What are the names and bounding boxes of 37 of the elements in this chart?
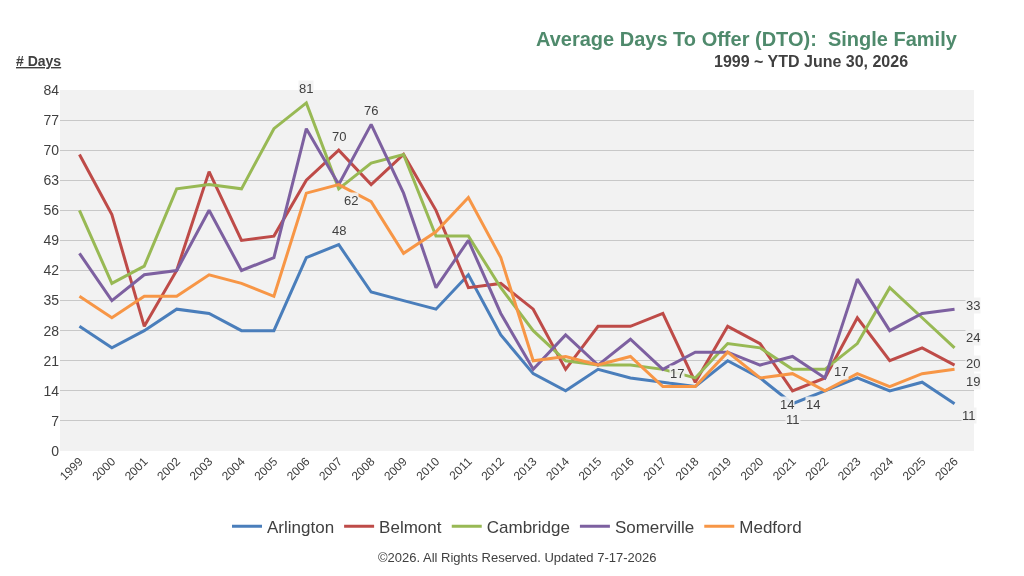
y-tick-label: 42 bbox=[43, 262, 60, 279]
data-label: 14 bbox=[806, 397, 821, 412]
data-label: 19 bbox=[966, 374, 981, 389]
data-label: 11 bbox=[962, 408, 976, 423]
data-label: 17 bbox=[834, 364, 849, 379]
y-tick-label: 21 bbox=[43, 352, 60, 369]
y-tick-label: 28 bbox=[43, 322, 60, 339]
legend-label: Cambridge bbox=[486, 517, 570, 537]
y-tick-label: 35 bbox=[43, 292, 60, 309]
y-tick-label: 70 bbox=[43, 142, 60, 159]
data-label: 62 bbox=[344, 193, 359, 208]
legend-label: Medford bbox=[739, 517, 802, 537]
y-tick-label: 7 bbox=[51, 412, 60, 429]
y-tick-label: 77 bbox=[43, 111, 60, 128]
y-tick-label: 14 bbox=[43, 382, 60, 399]
data-label: 20 bbox=[966, 356, 981, 371]
chart-title: Average Days To Offer (DTO): Single Family bbox=[536, 28, 958, 50]
data-label: 24 bbox=[966, 330, 981, 345]
y-axis-title: # Days bbox=[16, 53, 62, 69]
y-tick-label: 84 bbox=[43, 81, 60, 98]
y-tick-label: 49 bbox=[43, 232, 60, 249]
data-label: 33 bbox=[966, 298, 981, 313]
y-tick-label: 0 bbox=[51, 442, 60, 459]
data-label: 48 bbox=[332, 223, 347, 238]
legend-label: Arlington bbox=[267, 517, 335, 537]
data-label: 76 bbox=[364, 103, 379, 118]
y-tick-label: 63 bbox=[43, 172, 60, 189]
data-label: 11 bbox=[786, 412, 800, 427]
text: ©2026. All Rights Reserved. Updated 7-17-2026 bbox=[378, 550, 657, 565]
legend-label: Somerville bbox=[614, 517, 695, 537]
data-label: 70 bbox=[332, 129, 347, 144]
data-label: 17 bbox=[670, 366, 685, 381]
chart-subtitle: 1999 ~ YTD June 30, 2026 bbox=[714, 53, 909, 70]
legend-label: Belmont bbox=[379, 517, 442, 537]
y-tick-label: 56 bbox=[43, 202, 60, 219]
data-label: 81 bbox=[299, 81, 314, 96]
data-label: 14 bbox=[780, 397, 795, 412]
